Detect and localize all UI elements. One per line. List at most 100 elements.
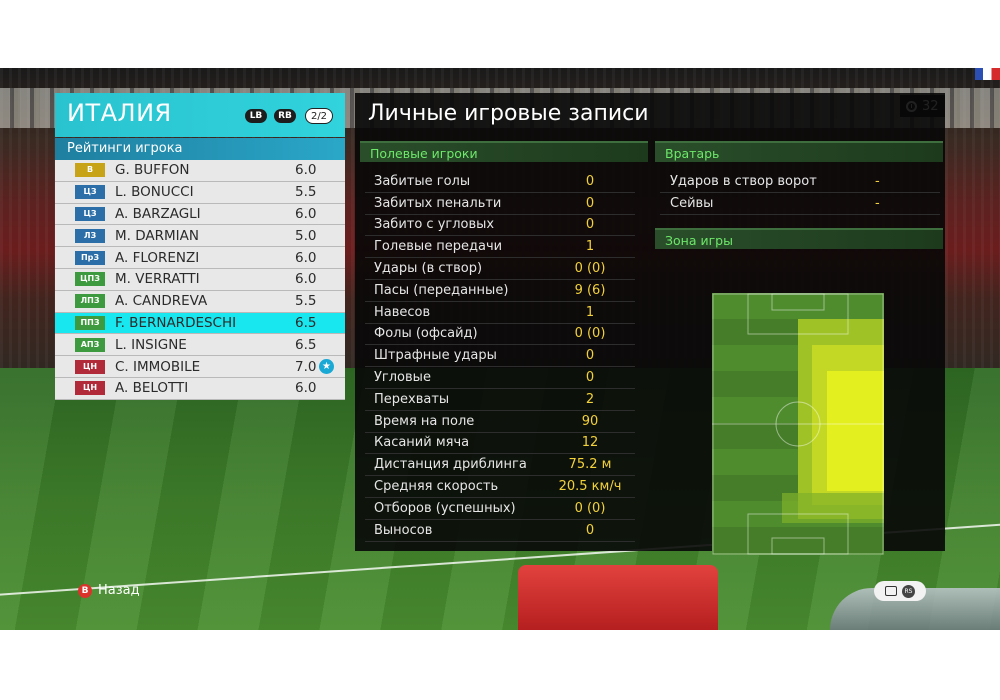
stat-row: Забито с угловых 0 [365,215,635,237]
player-row[interactable]: ЦН A. BELOTTI 6.0 [55,377,345,400]
position-badge: ЦН [75,359,105,374]
stat-value: 0 (0) [574,261,606,277]
man-of-the-match-icon: ★ [319,359,334,375]
player-rating: 6.0 [295,249,317,266]
player-rating: 6.5 [295,314,317,331]
stat-row: Время на поле 90 [365,411,635,433]
field-players-header[interactable]: Полевые игроки [360,141,648,162]
stat-row: Удары (в створ) 0 (0) [365,258,635,280]
player-name: A. BELOTTI [115,380,189,397]
stat-value: 0 [585,173,595,189]
position-badge: ЦПЗ [75,272,105,287]
stat-label: Штрафные удары [374,348,497,364]
player-name: L. BONUCCI [115,184,194,201]
stat-label: Удары (в створ) [374,261,483,277]
player-row[interactable]: ЛПЗ A. CANDREVA 5.5 [55,290,345,313]
red-equipment-prop [518,565,718,630]
player-rating: 5.5 [295,184,317,201]
player-name: F. BERNARDESCHI [115,314,237,331]
player-row[interactable]: ППЗ F. BERNARDESCHI 6.5 [55,312,345,335]
player-row[interactable]: ЦПЗ M. VERRATTI 6.0 [55,268,345,291]
back-hint[interactable]: B Назад [78,583,140,598]
stat-row: Угловые 0 [365,367,635,389]
flag-icon [975,68,1000,80]
stat-row: Средняя скорость 20.5 км/ч [365,476,635,498]
stat-row: Фолы (офсайд) 0 (0) [365,324,635,346]
stat-value: 0 [585,348,595,364]
stat-row: Перехваты 2 [365,389,635,411]
stat-value: 0 [585,370,595,386]
goalkeeper-header[interactable]: Вратарь [655,141,943,162]
player-list: В G. BUFFON 6.0 ЦЗ L. BONUCCI 5.5 ЦЗ A. BARZAGL… [55,160,345,400]
player-name: M. VERRATTI [115,271,200,288]
records-panel: Личные игровые записи Полевые игроки Вра… [355,93,945,555]
stat-value: 20.5 км/ч [558,479,622,495]
play-zone-heatmap [712,293,884,555]
player-name: C. IMMOBILE [115,358,201,375]
player-rating: 7.0 [295,358,317,375]
chat-hint[interactable]: RS [874,581,926,601]
stat-value: 1 [585,304,595,320]
stat-label: Отборов (успешных) [374,500,516,516]
stat-value: 0 [585,522,595,538]
gk-stat-value: - [875,196,880,211]
team-header: ИТАЛИЯ LB RB 2/2 [55,93,345,137]
stat-value: 0 (0) [574,500,606,516]
player-row[interactable]: АПЗ L. INSIGNE 6.5 [55,334,345,357]
gk-stat-value: - [875,174,880,189]
position-badge: ЦЗ [75,185,105,200]
stat-label: Забитые голы [374,173,471,189]
player-row[interactable]: ЦЗ L. BONUCCI 5.5 [55,181,345,204]
field-player-stats: Забитые голы 0 Забитых пенальти 0 Забито с у… [365,171,635,542]
position-badge: ЦН [75,381,105,396]
game-screen: 32 ИТАЛИЯ LB RB 2/2 Рейтинги игрока ВG. … [0,68,1000,630]
play-zone-header: Зона игры [655,228,943,249]
player-rating: 6.0 [295,162,317,179]
stat-row: Дистанция дриблинга 75.2 м [365,454,635,477]
stat-label: Голевые передачи [374,239,503,255]
pitch-lines [712,293,884,555]
player-name: M. DARMIAN [115,227,199,244]
lb-button-icon[interactable]: LB [245,109,267,123]
player-row[interactable]: ЛЗ M. DARMIAN 5.0 [55,225,345,248]
stat-value: 0 [585,217,595,233]
player-row[interactable]: ЦН C. IMMOBILE 7.0 ★ [55,356,345,378]
chat-icon [885,586,897,596]
stat-label: Пасы (переданные) [374,282,509,298]
player-row[interactable]: В G. BUFFON 6.0 [55,160,345,182]
team-name: ИТАЛИЯ [67,99,172,127]
player-rating: 6.0 [295,271,317,288]
player-name: L. INSIGNE [115,336,187,353]
player-rating: 6.5 [295,336,317,353]
stat-label: Дистанция дриблинга [374,457,527,473]
heat-zone-edge [782,493,884,523]
rb-button-icon[interactable]: RB [274,109,296,123]
position-badge: ЛЗ [75,228,105,243]
page-indicator: 2/2 [305,108,333,124]
player-name: A. CANDREVA [115,293,208,310]
gk-stat-row: Сейвы - [660,193,940,215]
stat-row: Выносов 0 [365,520,635,542]
player-ratings-header: Рейтинги игрока [55,138,345,160]
stat-label: Время на поле [374,413,475,429]
position-badge: АПЗ [75,337,105,352]
player-rating: 6.0 [295,205,317,222]
stat-value: 12 [581,435,599,451]
stat-label: Забитых пенальти [374,195,502,211]
position-badge: ПрЗ [75,250,105,265]
player-name: A. BARZAGLI [115,205,201,222]
stat-label: Средняя скорость [374,479,499,495]
player-rating: 5.5 [295,293,317,310]
gk-stat-label: Ударов в створ ворот [670,174,817,189]
stat-label: Забито с угловых [374,217,495,233]
position-badge: ППЗ [75,315,105,330]
player-name: G. BUFFON [115,162,190,179]
stat-value: 1 [585,239,595,255]
position-badge: ЦЗ [75,206,105,221]
player-rating: 6.0 [295,380,317,397]
player-row[interactable]: ЦЗ A. BARZAGLI 6.0 [55,203,345,226]
goalkeeper-stats: Ударов в створ ворот - Сейвы - [660,171,940,215]
stat-label: Касаний мяча [374,435,470,451]
stat-value: 0 [585,195,595,211]
player-row[interactable]: ПрЗ A. FLORENZI 6.0 [55,247,345,269]
